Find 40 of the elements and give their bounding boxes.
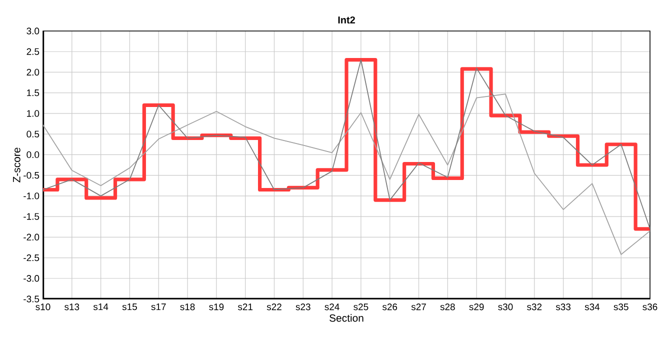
x-tick-label: s21 bbox=[238, 304, 252, 310]
x-tick-label: s22 bbox=[266, 304, 282, 310]
x-tick-label: s13 bbox=[64, 304, 80, 310]
line-series bbox=[43, 94, 650, 255]
x-tick-label: s33 bbox=[556, 304, 570, 310]
x-tick-label: s25 bbox=[354, 304, 368, 310]
y-tick-label: 0.0 bbox=[26, 151, 40, 158]
x-tick-label: s10 bbox=[36, 304, 50, 310]
x-tick-label: s30 bbox=[498, 304, 513, 310]
y-tick-label: 3.0 bbox=[26, 28, 40, 34]
y-tick-label: -1.5 bbox=[24, 213, 40, 220]
x-tick-label: s28 bbox=[440, 304, 455, 310]
x-tick-label: s35 bbox=[614, 304, 628, 310]
x-tick-label: s36 bbox=[642, 304, 658, 310]
x-tick-label: s14 bbox=[93, 304, 108, 310]
y-tick-label: 2.0 bbox=[26, 68, 40, 76]
chart-title: Int2 bbox=[338, 16, 355, 24]
x-tick-label: s24 bbox=[324, 304, 340, 310]
y-tick-label: 0.5 bbox=[26, 130, 40, 138]
y-tick-label: -2.5 bbox=[24, 254, 40, 262]
x-tick-label: s15 bbox=[122, 304, 137, 310]
x-tick-label: s19 bbox=[209, 304, 224, 310]
x-tick-label: s29 bbox=[469, 304, 484, 310]
y-tick-label: 1.5 bbox=[27, 90, 40, 96]
y-tick-label: -1.0 bbox=[24, 192, 40, 200]
x-axis-title: Section bbox=[330, 314, 364, 322]
x-tick-label: s26 bbox=[382, 304, 398, 310]
y-tick-label: 2.5 bbox=[26, 48, 40, 55]
x-tick-label: s23 bbox=[296, 304, 310, 310]
x-tick-label: s18 bbox=[180, 304, 195, 310]
x-tick-label: s27 bbox=[411, 304, 426, 310]
x-tick-label: s34 bbox=[584, 304, 600, 310]
y-tick-label: -3.0 bbox=[24, 275, 40, 282]
x-tick-label: s17 bbox=[151, 304, 166, 310]
y-tick-label: -0.5 bbox=[24, 172, 40, 179]
x-tick-label: s32 bbox=[527, 304, 542, 310]
y-tick-label: -3.5 bbox=[24, 296, 40, 302]
y-tick-label: -2.0 bbox=[24, 234, 40, 241]
y-tick-label: 1.0 bbox=[27, 110, 40, 117]
y-axis-title: Z-score bbox=[13, 148, 20, 182]
